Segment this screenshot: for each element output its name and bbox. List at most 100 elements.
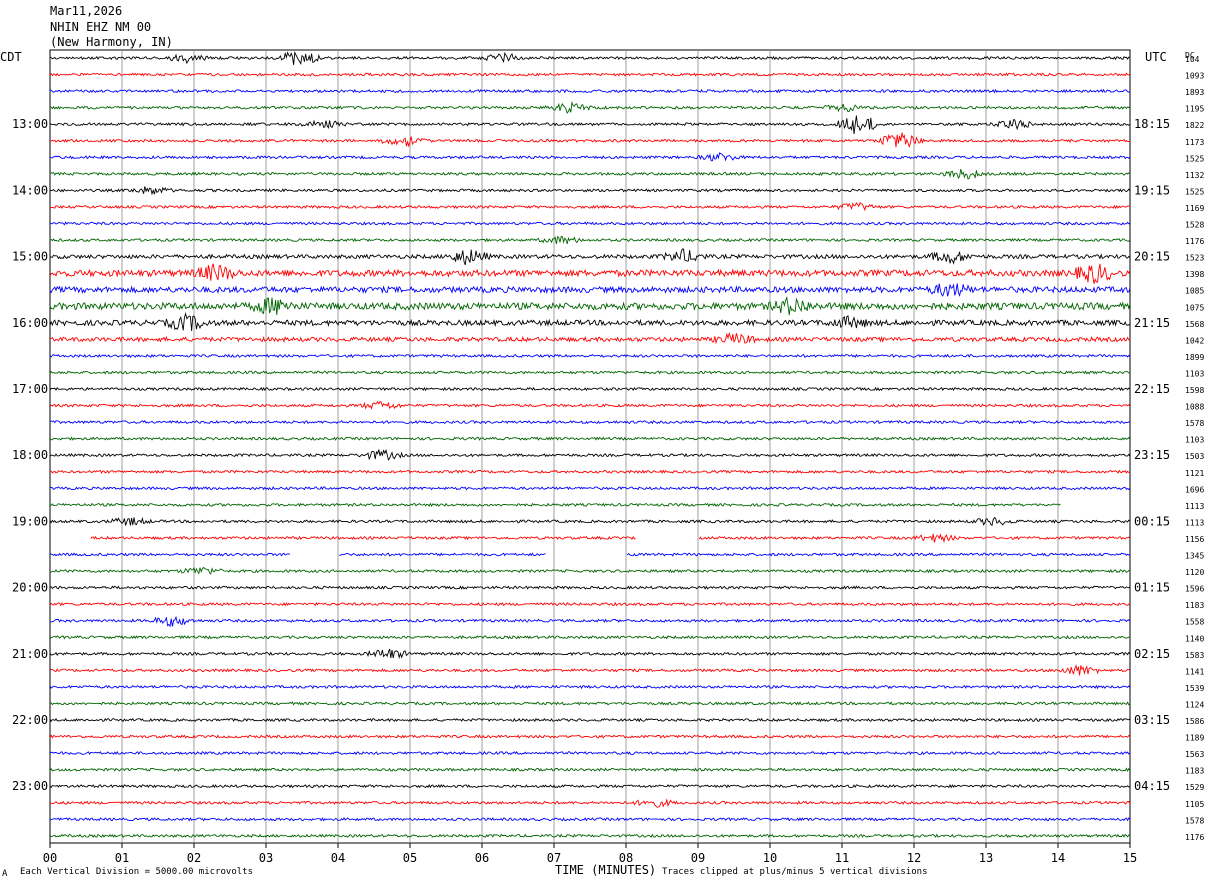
trace-line [49,783,1131,789]
trace-line [49,386,1131,392]
dc-offset-label: 1578 [1185,816,1204,825]
dc-offset-label: 1528 [1185,221,1204,230]
dc-offset-label: 1583 [1185,651,1204,660]
x-tick-label: 13 [979,851,993,865]
dc-offset-label: 1525 [1185,154,1204,163]
dc-offset-label: 1529 [1185,783,1204,792]
trace-line [49,684,1131,690]
utc-hour-label: 02:15 [1134,647,1170,661]
trace-line [49,353,1131,359]
dc-offset-label: 1345 [1185,552,1204,561]
dc-offset-label: 1899 [1185,353,1204,362]
utc-hour-label: 21:15 [1134,316,1170,330]
dc-offset-label: 1525 [1185,187,1204,196]
utc-hour-label: 01:15 [1134,581,1170,595]
utc-hour-label: 23:15 [1134,448,1170,462]
dc-offset-label: 1183 [1185,767,1204,776]
dc-offset-label: 1398 [1185,270,1204,279]
dc-offset-label: 1141 [1185,667,1204,676]
seismic-traces [49,51,1131,838]
dc-offset-label: 1176 [1185,237,1204,246]
trace-line [49,221,1131,226]
utc-hour-label: 20:15 [1134,250,1170,264]
utc-axis-label: UTC [1145,50,1167,64]
trace-line [49,100,1131,114]
dc-offset-label: 1596 [1185,585,1204,594]
trace-line [49,72,1131,77]
trace-line [49,615,1131,628]
x-tick-label: 10 [763,851,777,865]
scale-note: Each Vertical Division = 5000.00 microvo… [20,867,253,877]
dc-offset-label: 1176 [1185,833,1204,842]
x-tick-label: 12 [907,851,921,865]
grid [49,49,1131,848]
x-tick-label: 06 [475,851,489,865]
x-axis-title: TIME (MINUTES) [555,863,657,877]
dc-offset-label: 1113 [1185,502,1204,511]
x-tick-label: 14 [1051,851,1065,865]
dc-offset-label: 1156 [1185,535,1204,544]
cdt-hour-label: 18:00 [12,448,48,462]
x-tick-label: 09 [691,851,705,865]
trace-line [49,798,1131,808]
trace-line [49,817,1131,822]
trace-line [49,585,1131,590]
cdt-hour-label: 21:00 [12,647,48,661]
trace-line [49,635,1130,640]
trace-line [49,734,1131,739]
dc-offset-label: 1173 [1185,138,1204,147]
cdt-hour-label: 14:00 [12,183,48,197]
x-tick-label: 08 [619,851,633,865]
dc-offset-label: 1568 [1185,320,1204,329]
dc-offset-label: 1088 [1185,403,1204,412]
x-tick-label: 05 [403,851,417,865]
x-tick-label: 07 [547,851,561,865]
dc-offset-label: 1075 [1185,303,1204,312]
trace-line [49,283,1131,297]
dc-offset-label: 1539 [1185,684,1204,693]
trace-line [49,469,1131,475]
trace-line [49,436,1131,441]
utc-hour-label: 19:15 [1134,183,1170,197]
dc-offset-label: 1183 [1185,601,1204,610]
axis-labels: CDT UTC DC 00 01 02 03 04 05 06 07 08 09 10 11 12 13 1… [0,50,1204,865]
dc-offset-label: 1103 [1185,369,1204,378]
dc-offset-label: 1132 [1185,171,1204,180]
dc-offset-label: 1042 [1185,336,1204,345]
trace-line [49,601,1131,607]
trace-line [49,115,1131,135]
x-tick-label: 15 [1123,851,1137,865]
trace-line [49,51,1131,65]
trace-line [49,235,1131,245]
dc-offset-label: 1140 [1185,634,1204,643]
trace-line [49,552,1131,557]
cdt-axis-label: CDT [0,50,22,64]
cdt-hour-label: 15:00 [12,250,48,264]
dc-offset-label: 1598 [1185,386,1204,395]
utc-hour-label: 00:15 [1134,514,1170,528]
trace-line [49,448,1131,461]
trace-line [49,263,1131,284]
trace-line [49,400,1131,410]
dc-offset-label: 1586 [1185,717,1204,726]
trace-line [49,833,1131,838]
date-label: Mar11,2026 [50,4,123,18]
utc-hour-label: 04:15 [1134,779,1170,793]
trace-line [49,152,1131,162]
trace-line [49,88,1131,94]
cdt-hour-label: 19:00 [12,514,48,528]
cdt-hour-label: 13:00 [12,117,48,131]
trace-line [49,370,1130,375]
trace-line [49,419,1131,425]
dc-offset-label: 1578 [1185,419,1204,428]
trace-line [50,750,1131,756]
trace-line [49,502,1061,508]
dc-offset-label: 1822 [1185,121,1204,130]
utc-hour-label: 18:15 [1134,117,1170,131]
trace-line [49,186,1131,196]
dc-offset-label: 1189 [1185,734,1204,743]
dc-offset-label: 1503 [1185,452,1204,461]
dc-offset-label: 1120 [1185,568,1204,577]
trace-line [49,168,1131,180]
